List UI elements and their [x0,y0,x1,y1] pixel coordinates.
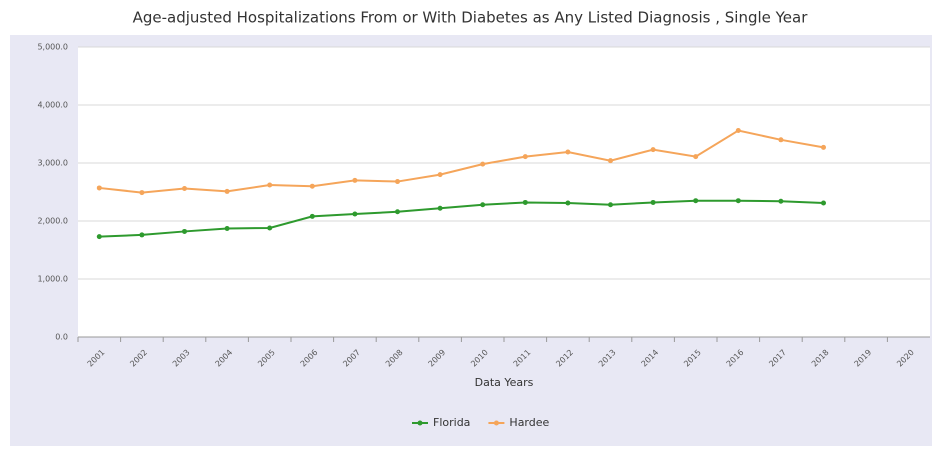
legend-label: Florida [433,416,470,429]
legend-marker [417,420,423,426]
y-tick-label: 1,000.0 [37,275,68,284]
data-point [395,209,400,215]
data-point [778,198,784,204]
data-point [608,202,613,208]
data-point [693,198,699,204]
data-point [309,183,315,189]
data-point [735,128,741,134]
data-point [693,154,699,160]
data-point [182,228,187,234]
data-point [735,198,741,204]
y-tick-label: 0.0 [55,333,68,342]
data-point [139,232,145,238]
data-point [778,137,784,143]
legend-marker [493,420,499,426]
x-axis-label: Data Years [475,376,534,389]
data-point [608,158,613,164]
y-tick-label: 3,000.0 [37,159,68,168]
plot-area [78,47,930,337]
data-point [224,188,230,194]
data-point [650,147,656,153]
data-point [437,205,443,211]
data-point [650,199,656,205]
data-point [96,185,102,191]
series-line [99,129,824,194]
y-tick-label: 5,000.0 [37,43,68,52]
data-point [522,199,528,205]
data-point [565,200,571,206]
data-point [565,149,571,155]
legend-label: Hardee [509,416,549,429]
data-point [821,144,826,150]
data-point [522,154,528,160]
data-point [224,226,230,232]
data-point [96,234,102,240]
data-point [352,177,358,183]
y-tick-label: 4,000.0 [37,101,68,110]
data-point [395,179,400,185]
data-point [139,190,145,196]
y-tick-label: 2,000.0 [37,217,68,226]
series-line [99,199,824,238]
data-point [480,161,486,167]
data-point [182,186,187,192]
data-point [480,202,486,208]
data-point [267,182,273,188]
data-point [267,225,273,231]
data-point [437,172,443,178]
data-point [821,200,826,206]
data-point [352,211,358,217]
data-point [309,213,315,219]
chart-title: Age-adjusted Hospitalizations From or Wi… [133,9,809,27]
